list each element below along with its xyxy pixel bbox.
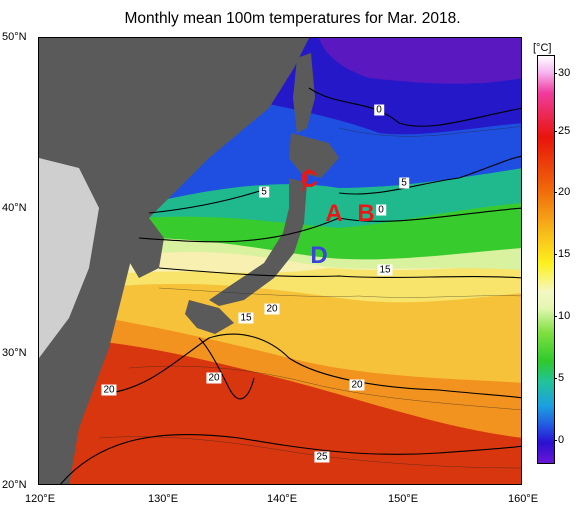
- colorbar-tick: 15: [553, 248, 571, 260]
- contour-label: 20: [264, 303, 280, 315]
- land-korea: [127, 218, 164, 278]
- band-purple: [319, 38, 521, 84]
- land-continent: [39, 38, 309, 484]
- lat-label-40: 40°N: [2, 202, 27, 214]
- section-label-a: A: [325, 200, 343, 227]
- contour-5: [148, 155, 521, 214]
- land-sakhalin: [293, 53, 315, 133]
- contour-20b: [198, 337, 255, 400]
- colorbar: [537, 55, 555, 464]
- lon-label-120: 120°E: [24, 493, 56, 505]
- contour-label: 15: [377, 264, 393, 276]
- colorbar-tick: 20: [553, 186, 571, 198]
- colorbar-tick: 25: [553, 125, 571, 137]
- section-label-b: B: [357, 200, 375, 227]
- land-honshu: [209, 178, 307, 306]
- lon-label-130: 130°E: [147, 493, 179, 505]
- contour-minor: [98, 126, 521, 469]
- contour-label: 0: [374, 104, 384, 116]
- contour-0: [308, 87, 521, 127]
- contour-label: 20: [349, 379, 365, 391]
- contour-label: 20: [206, 372, 222, 384]
- contour-label: 0: [376, 204, 386, 216]
- lon-label-160: 160°E: [507, 493, 539, 505]
- lat-label-50: 50°N: [2, 31, 27, 43]
- contour-label: 15: [238, 312, 254, 324]
- colorbar-tick: 5: [553, 372, 565, 384]
- land-kyushu-shikoku: [185, 300, 234, 334]
- colorbar-tick: 0: [553, 434, 565, 446]
- temperature-map: [38, 37, 522, 485]
- contour-label: 25: [314, 451, 330, 463]
- lon-label-150: 150°E: [387, 493, 419, 505]
- land-taiwan: [67, 373, 79, 410]
- colorbar-unit: [°C]: [533, 42, 552, 54]
- contour-15: [158, 267, 521, 279]
- contour-label: 5: [399, 177, 409, 189]
- contour-label: 20: [101, 384, 117, 396]
- map-title: Monthly mean 100m temperatures for Mar. …: [124, 10, 461, 27]
- map-graphic: [39, 38, 521, 484]
- land-hokkaido: [289, 133, 339, 178]
- contour-lines: [60, 87, 521, 484]
- lat-label-20: 20°N: [2, 479, 27, 491]
- colorbar-tick: 30: [553, 67, 571, 79]
- section-c-line: [302, 168, 310, 192]
- section-label-d: D: [310, 242, 328, 269]
- contour-25: [60, 433, 521, 484]
- contour-label: 5: [259, 186, 269, 198]
- contour-10: [138, 207, 521, 243]
- lat-label-30: 30°N: [2, 347, 27, 359]
- contour-20a: [108, 333, 521, 399]
- colorbar-tick: 10: [553, 310, 571, 322]
- lon-label-140: 140°E: [266, 493, 298, 505]
